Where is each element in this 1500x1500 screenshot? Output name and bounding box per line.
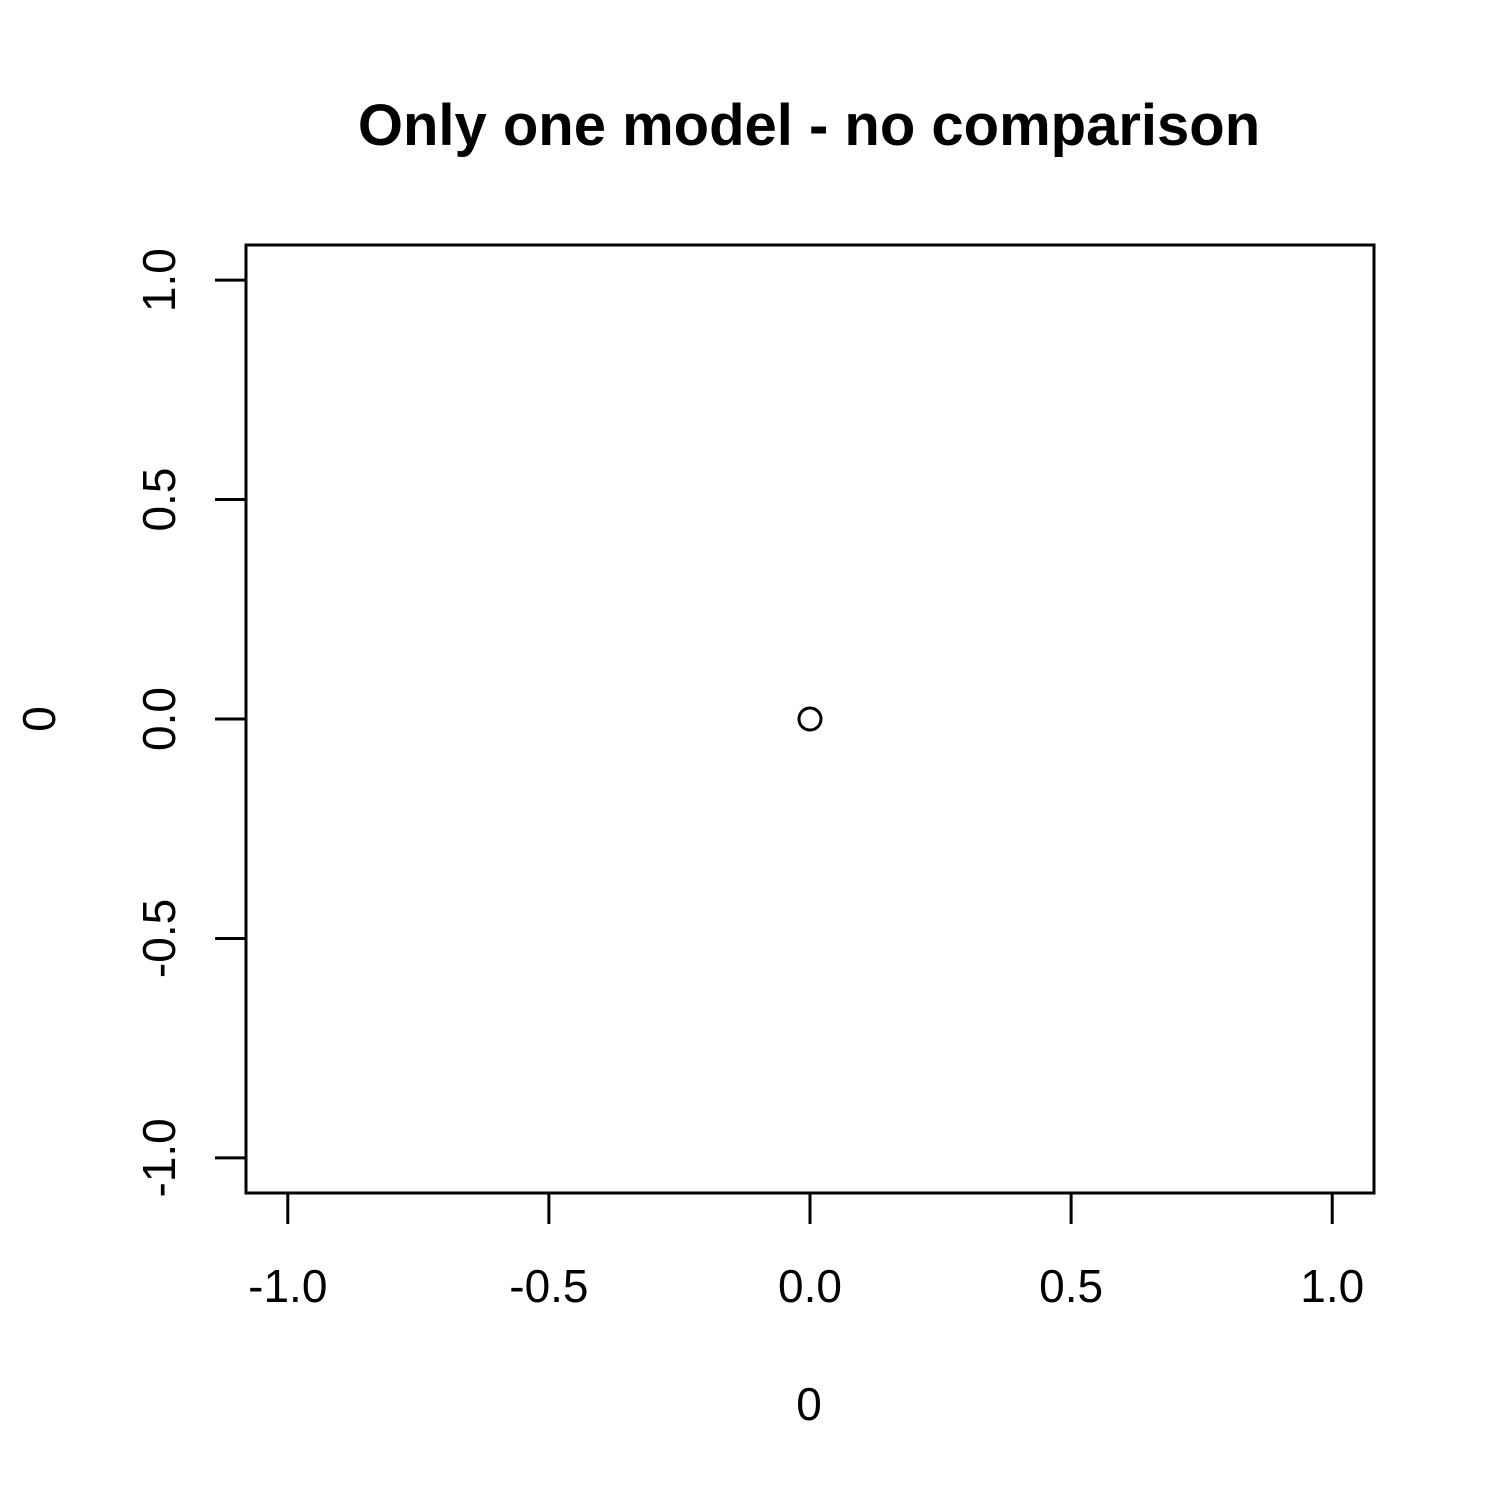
y-tick-label: 0.5 bbox=[133, 468, 185, 532]
x-tick-label: -0.5 bbox=[509, 1260, 588, 1312]
y-axis: -1.0 -0.5 0.0 0.5 1.0 bbox=[133, 248, 248, 1198]
chart-title: Only one model - no comparison bbox=[358, 93, 1260, 158]
y-tick-label: -0.5 bbox=[133, 899, 185, 978]
x-axis-label: 0 bbox=[796, 1378, 822, 1430]
x-tick-label: 0.5 bbox=[1039, 1260, 1103, 1312]
y-axis-label: 0 bbox=[13, 706, 65, 732]
x-tick-label: 0.0 bbox=[778, 1260, 842, 1312]
x-axis: -1.0 -0.5 0.0 0.5 1.0 bbox=[248, 1191, 1364, 1312]
y-tick-label: -1.0 bbox=[133, 1118, 185, 1197]
data-point bbox=[797, 706, 823, 732]
y-tick-label: 0.0 bbox=[133, 687, 185, 751]
x-tick-label: 1.0 bbox=[1300, 1260, 1364, 1312]
data-points bbox=[797, 706, 823, 732]
y-tick-label: 1.0 bbox=[133, 248, 185, 312]
x-tick-label: -1.0 bbox=[248, 1260, 327, 1312]
